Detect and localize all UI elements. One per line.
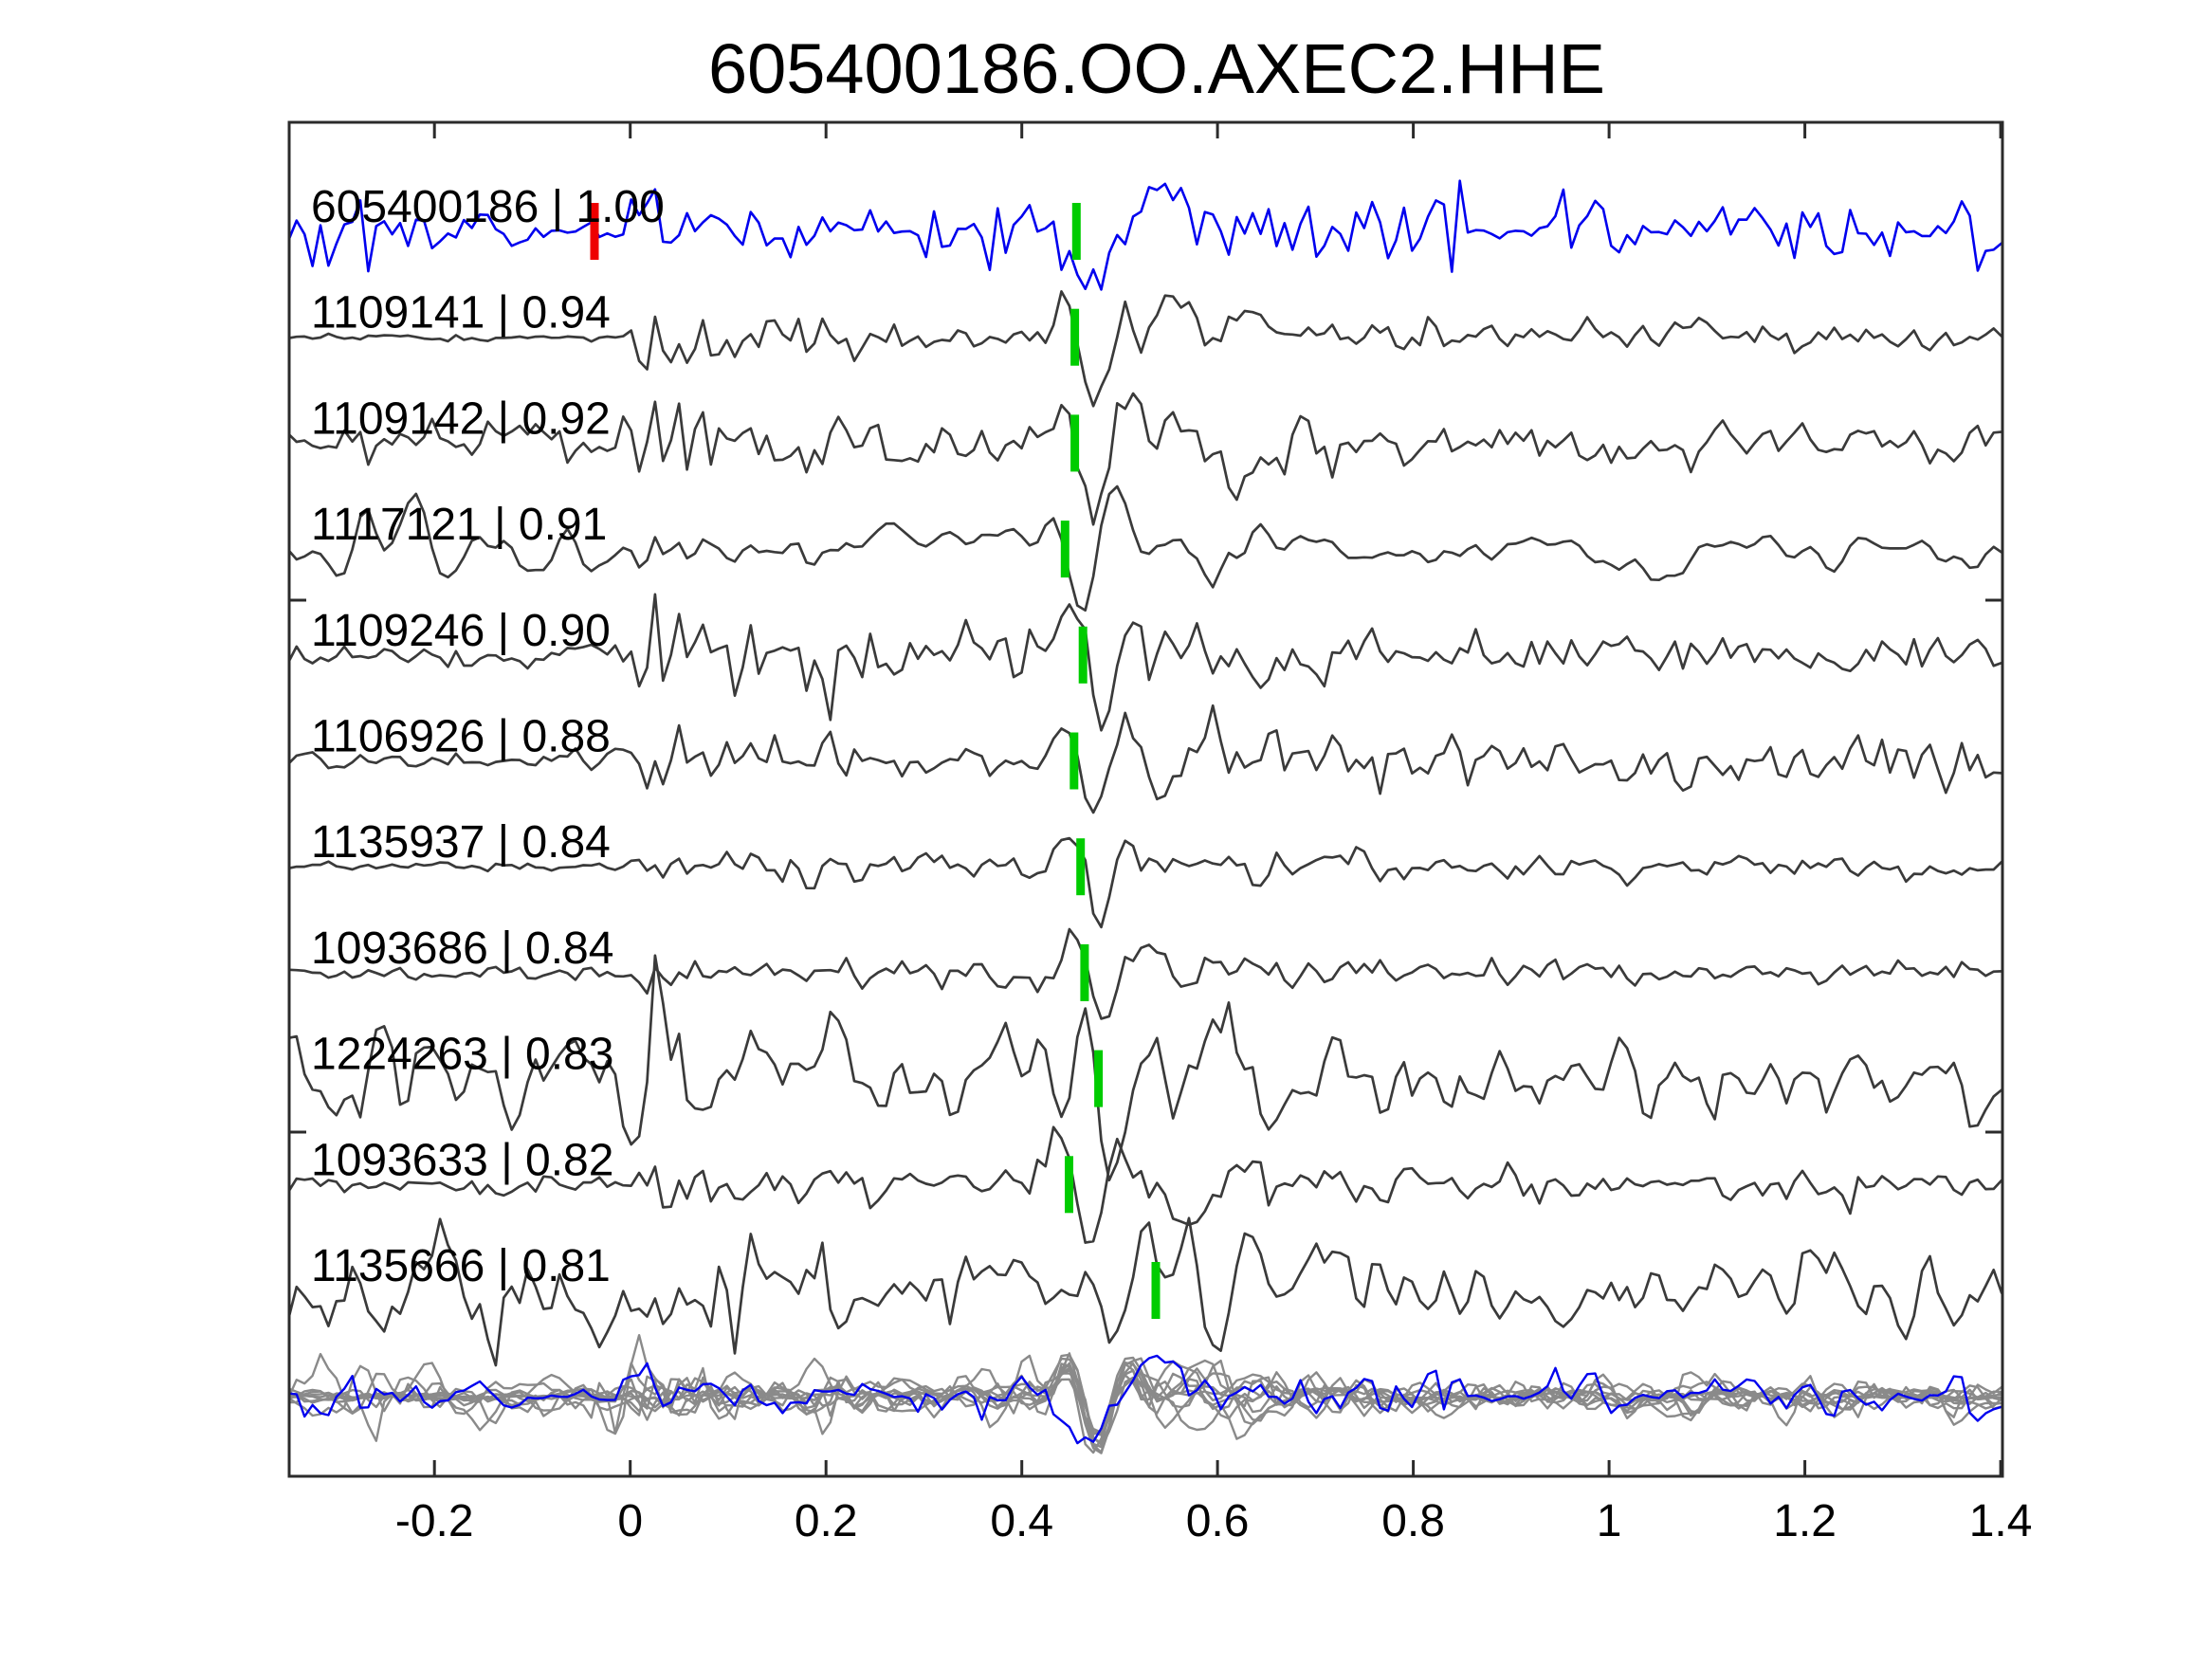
svg-text:605400186.OO.AXEC2.HHE: 605400186.OO.AXEC2.HHE xyxy=(708,29,1605,108)
svg-text:1.2: 1.2 xyxy=(1773,1496,1837,1546)
svg-text:1: 1 xyxy=(1597,1496,1622,1546)
svg-text:605400186 | 1.00: 605400186 | 1.00 xyxy=(311,182,665,232)
svg-text:1.4: 1.4 xyxy=(1969,1496,2033,1546)
svg-text:-0.2: -0.2 xyxy=(395,1496,474,1546)
svg-text:1109246 | 0.90: 1109246 | 0.90 xyxy=(311,606,611,656)
svg-text:0.6: 0.6 xyxy=(1186,1496,1250,1546)
svg-text:0.8: 0.8 xyxy=(1381,1496,1445,1546)
svg-text:1109141 | 0.94: 1109141 | 0.94 xyxy=(311,288,611,338)
svg-text:1135666 | 0.81: 1135666 | 0.81 xyxy=(311,1241,611,1291)
svg-text:0.4: 0.4 xyxy=(990,1496,1053,1546)
svg-text:1109142 | 0.92: 1109142 | 0.92 xyxy=(311,393,611,444)
svg-text:1117121 | 0.91: 1117121 | 0.91 xyxy=(311,500,607,550)
svg-text:1106926 | 0.88: 1106926 | 0.88 xyxy=(311,712,611,762)
svg-text:0: 0 xyxy=(617,1496,643,1546)
svg-text:1093686 | 0.84: 1093686 | 0.84 xyxy=(311,923,613,974)
svg-text:1093633 | 0.82: 1093633 | 0.82 xyxy=(311,1135,613,1185)
svg-text:1224263 | 0.83: 1224263 | 0.83 xyxy=(311,1030,613,1080)
svg-text:0.2: 0.2 xyxy=(795,1496,858,1546)
svg-text:1135937 | 0.84: 1135937 | 0.84 xyxy=(311,817,611,868)
